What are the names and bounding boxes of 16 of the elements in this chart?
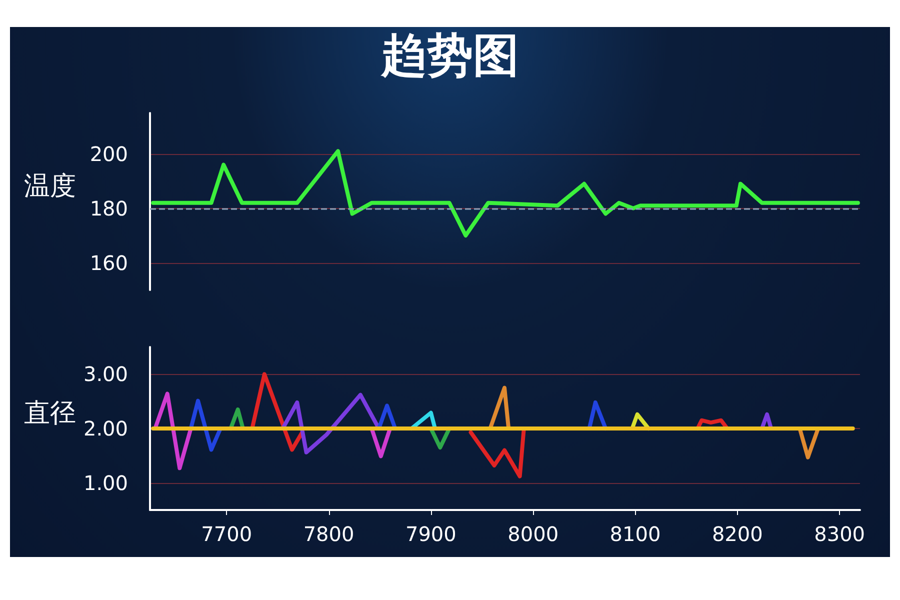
y-axis-title: 直径 xyxy=(24,398,76,428)
y-tick-label: 1.00 xyxy=(83,470,128,495)
y-tick-label: 160 xyxy=(90,250,128,275)
x-tick-label: 8100 xyxy=(610,522,661,546)
y-axis-title: 温度 xyxy=(24,172,76,202)
x-tick-label: 8300 xyxy=(814,522,866,546)
x-tick-label: 7800 xyxy=(303,522,354,546)
x-tick-label: 8200 xyxy=(712,522,763,546)
y-tick-label: 3.00 xyxy=(83,362,128,386)
y-tick-label: 200 xyxy=(90,142,128,166)
x-tick-label: 7900 xyxy=(405,522,456,546)
y-tick-label: 2.00 xyxy=(83,416,128,440)
y-tick-label: 180 xyxy=(90,196,128,220)
chart-title: 趋势图 xyxy=(380,28,519,82)
x-tick-label: 7700 xyxy=(201,522,252,546)
x-tick-label: 8000 xyxy=(508,522,559,546)
